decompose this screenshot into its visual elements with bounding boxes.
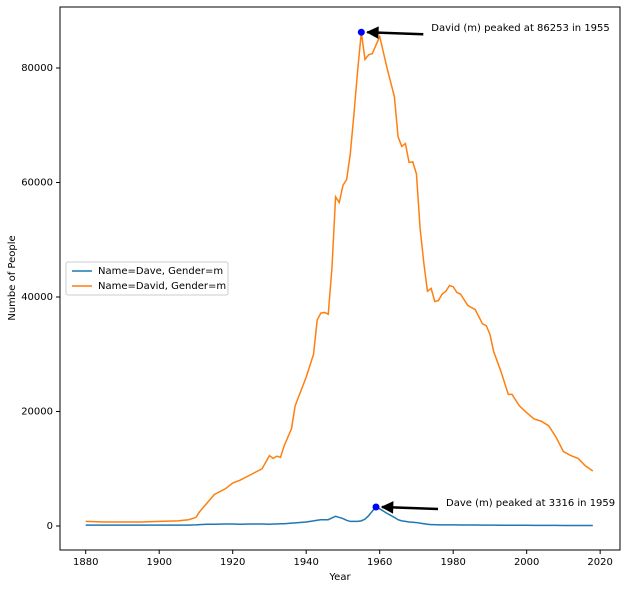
line-series [85,32,594,523]
x-tick-label: 1880 [73,557,98,568]
y-tick-label: 40000 [21,292,53,303]
plot-frame [59,6,621,551]
x-tick-label: 1960 [367,557,392,568]
x-tick-label: 2000 [514,557,539,568]
x-axis-label: Year [328,572,351,583]
annotation-text: David (m) peaked at 86253 in 1955 [431,23,609,34]
x-tick-label: 2020 [587,557,612,568]
legend-label: Name=Dave, Gender=m [98,266,223,277]
y-tick-label: 20000 [21,407,53,418]
y-tick-label: 60000 [21,178,53,189]
legend: Name=Dave, Gender=m Name=David, Gender=m [65,261,229,296]
peak-marker [372,503,380,511]
peak-marker [357,28,365,36]
annotation-text: Dave (m) peaked at 3316 in 1959 [446,498,615,509]
annotation-arrow [380,501,439,514]
y-axis-label: Numbe of People [7,235,18,320]
line-series [85,506,593,527]
x-tick-label: 1940 [293,557,318,568]
x-tick-label: 1920 [220,557,245,568]
y-tick-label: 0 [47,521,53,532]
legend-label: Name=David, Gender=m [98,281,226,292]
x-tick-label: 1900 [146,557,171,568]
legend-box [65,261,229,296]
annotation-arrow [366,26,424,39]
y-tick-label: 80000 [21,63,53,74]
x-tick-label: 1980 [440,557,465,568]
